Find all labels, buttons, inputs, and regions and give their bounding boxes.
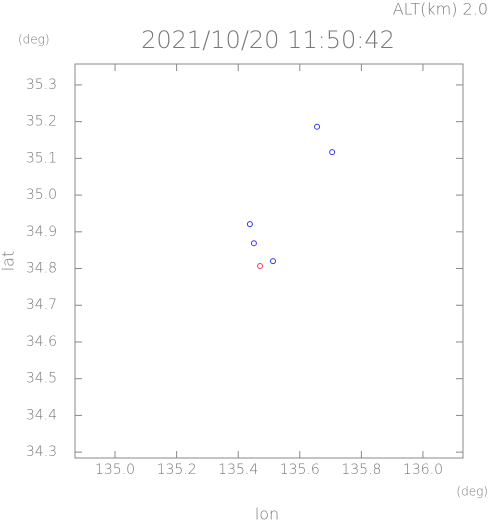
y-tick-label: 35.0 bbox=[26, 187, 57, 203]
point bbox=[250, 240, 257, 247]
x-unit: (deg) bbox=[456, 485, 488, 499]
chart-title: 2021/10/20 11:50:42 bbox=[141, 26, 395, 54]
x-tick-label: 135.4 bbox=[218, 462, 258, 478]
x-tick-label: 136.0 bbox=[403, 462, 443, 478]
point bbox=[246, 221, 253, 228]
point bbox=[314, 123, 321, 130]
y-axis-label: lat bbox=[0, 251, 18, 272]
y-tick-label: 35.1 bbox=[26, 150, 57, 166]
subtitle: ALT(km) 2.0 bbox=[393, 0, 488, 19]
x-tick-label: 135.0 bbox=[95, 462, 135, 478]
x-tick-label: 135.6 bbox=[280, 462, 320, 478]
y-tick-label: 34.3 bbox=[26, 444, 57, 460]
y-tick-label: 34.7 bbox=[26, 297, 57, 313]
y-tick-label: 34.8 bbox=[26, 261, 57, 277]
plot-frame bbox=[74, 63, 464, 459]
y-tick-label: 35.2 bbox=[26, 114, 57, 130]
x-tick-label: 135.8 bbox=[341, 462, 381, 478]
y-tick-label: 34.5 bbox=[26, 371, 57, 387]
point bbox=[329, 149, 336, 156]
y-tick-label: 35.3 bbox=[26, 77, 57, 93]
y-tick-label: 34.6 bbox=[26, 334, 57, 350]
y-tick-label: 34.4 bbox=[26, 407, 57, 423]
point bbox=[257, 262, 264, 269]
y-tick-label: 34.9 bbox=[26, 224, 57, 240]
x-tick-label: 135.2 bbox=[157, 462, 197, 478]
point bbox=[270, 258, 277, 265]
x-axis-label: lon bbox=[255, 505, 279, 521]
y-unit: (deg) bbox=[18, 33, 50, 47]
